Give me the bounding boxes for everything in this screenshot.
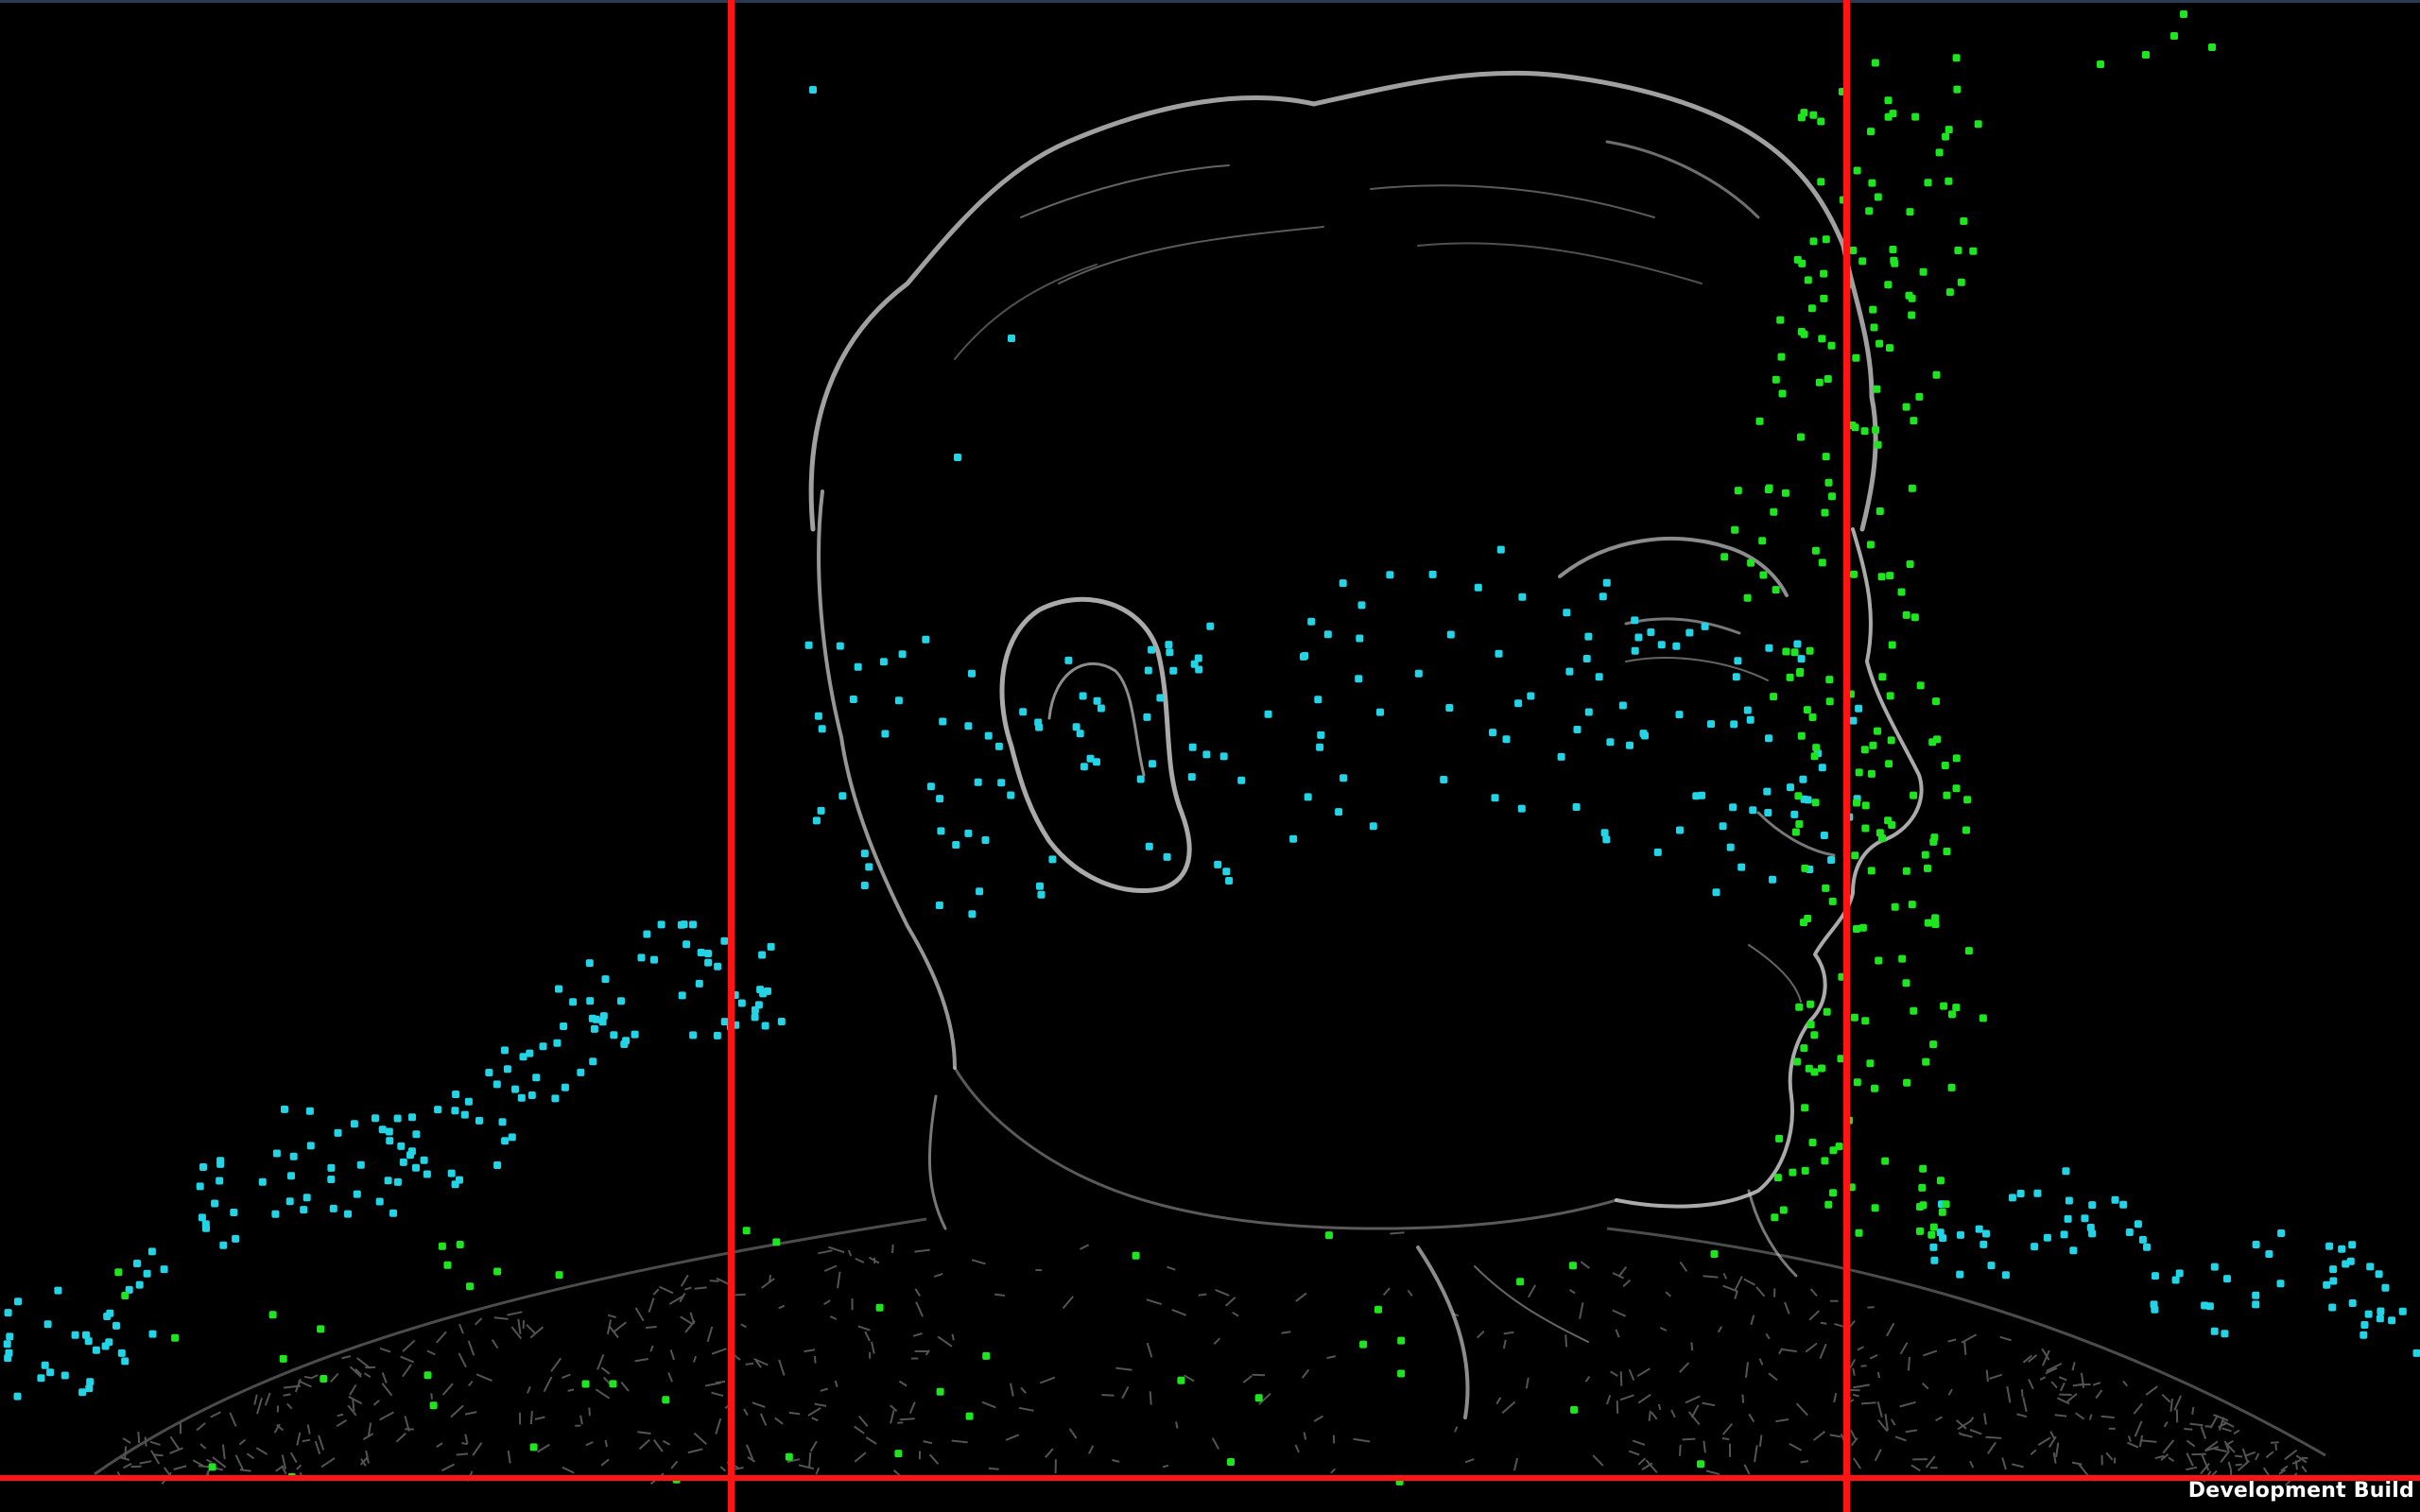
green-feature-points [114,10,2216,1486]
right-vertical-guide [1843,0,1850,1512]
left-vertical-guide [728,0,735,1512]
jaw-contour [953,1066,1618,1230]
ear-contour [999,596,1192,894]
window-top-border [0,0,2420,3]
cyan-feature-points [3,86,2420,1400]
hair-contour [808,70,1878,532]
bottom-horizontal-guide [0,1475,2420,1481]
face-profile-contour [1615,527,1924,1209]
shoulders-edge-texture [94,1217,2326,1486]
development-build-label: Development Build [2187,1479,2414,1503]
eyebrow-contour [1558,537,1789,597]
head-edge-outline [808,70,1924,1419]
